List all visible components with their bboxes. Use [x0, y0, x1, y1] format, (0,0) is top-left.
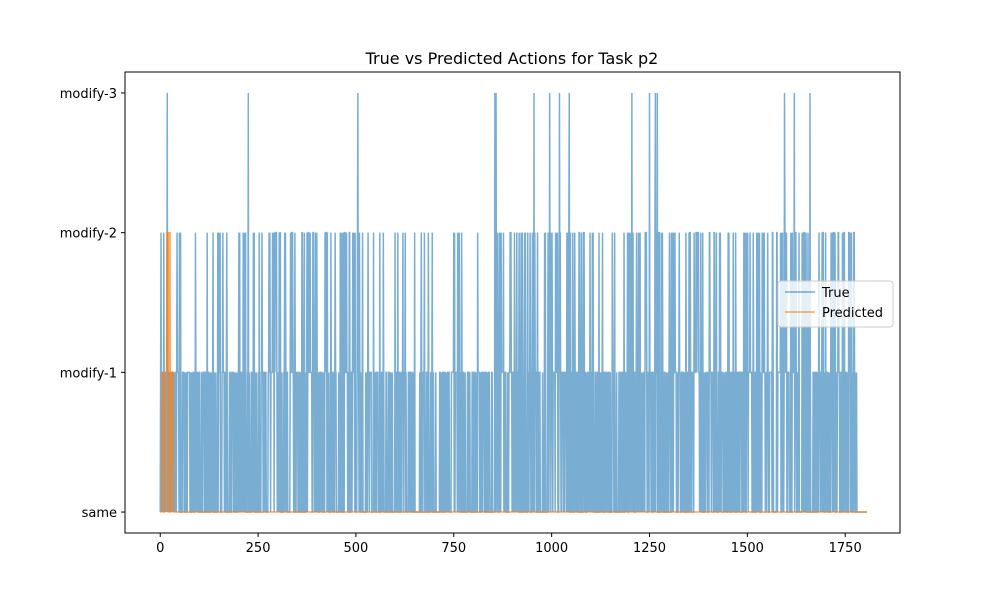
- series-predicted-line: [160, 231, 868, 513]
- x-tick-label: 250: [246, 541, 271, 556]
- plot-area: [159, 92, 868, 513]
- y-tick-label: modify-1: [60, 366, 117, 381]
- legend: True Predicted: [777, 280, 894, 328]
- y-tick-label: modify-3: [60, 87, 117, 102]
- x-tick-label: 1500: [731, 541, 764, 556]
- x-axis: 0 250 500 750 1000 1250 1500 1750: [156, 533, 862, 556]
- series-true-line: [159, 92, 867, 513]
- plot-frame: [124, 71, 901, 534]
- y-tick-label: same: [82, 506, 117, 521]
- y-axis: same modify-1 modify-2 modify-3: [60, 87, 125, 521]
- x-tick-label: 0: [156, 541, 164, 556]
- y-tick-label: modify-2: [60, 227, 117, 242]
- legend-true-label: True: [821, 286, 850, 301]
- x-tick-label: 1250: [633, 541, 666, 556]
- legend-predicted-label: Predicted: [822, 306, 883, 321]
- x-tick-label: 500: [344, 541, 369, 556]
- x-tick-label: 1750: [829, 541, 862, 556]
- chart-title: True vs Predicted Actions for Task p2: [365, 49, 659, 68]
- x-tick-label: 750: [441, 541, 466, 556]
- x-tick-label: 1000: [535, 541, 568, 556]
